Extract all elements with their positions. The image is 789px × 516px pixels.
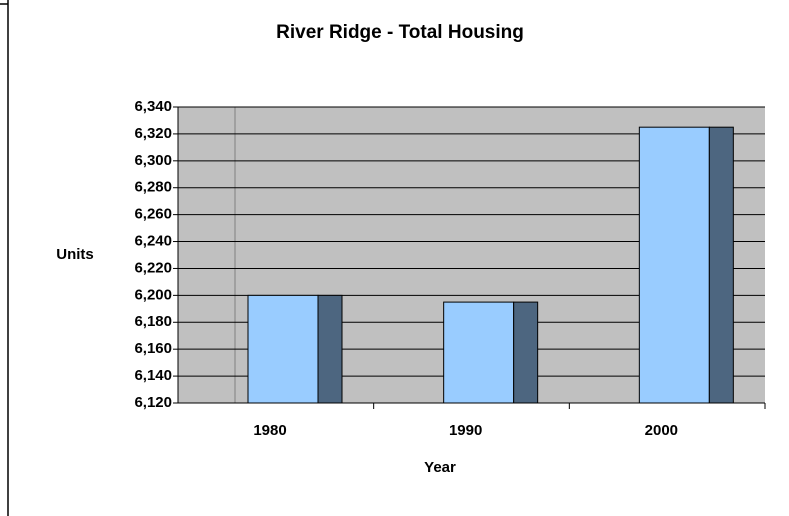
y-axis-title: Units: [56, 246, 94, 263]
bar-side: [513, 301, 539, 404]
bar: [247, 294, 319, 404]
y-tick-label: 6,260: [134, 206, 172, 223]
x-tick-label: 1980: [253, 422, 286, 439]
chart-title: River Ridge - Total Housing: [276, 22, 524, 43]
y-tick-label: 6,200: [134, 286, 172, 303]
x-axis-title: Year: [424, 459, 456, 476]
y-tick-label: 6,140: [134, 367, 172, 384]
y-tick-label: 6,340: [134, 98, 172, 115]
y-tick-label: 6,180: [134, 313, 172, 330]
y-tick-label: 6,120: [134, 394, 172, 411]
bar: [638, 126, 710, 404]
y-tick-label: 6,320: [134, 125, 172, 142]
y-tick-label: 6,280: [134, 179, 172, 196]
x-tick-label: 1990: [449, 422, 482, 439]
y-tick-label: 6,220: [134, 259, 172, 276]
bar: [443, 301, 515, 404]
y-tick-label: 6,300: [134, 152, 172, 169]
y-tick-label: 6,160: [134, 340, 172, 357]
bar-side: [708, 126, 734, 404]
bar-side: [317, 294, 343, 404]
y-tick-label: 6,240: [134, 233, 172, 250]
x-tick-label: 2000: [645, 422, 678, 439]
